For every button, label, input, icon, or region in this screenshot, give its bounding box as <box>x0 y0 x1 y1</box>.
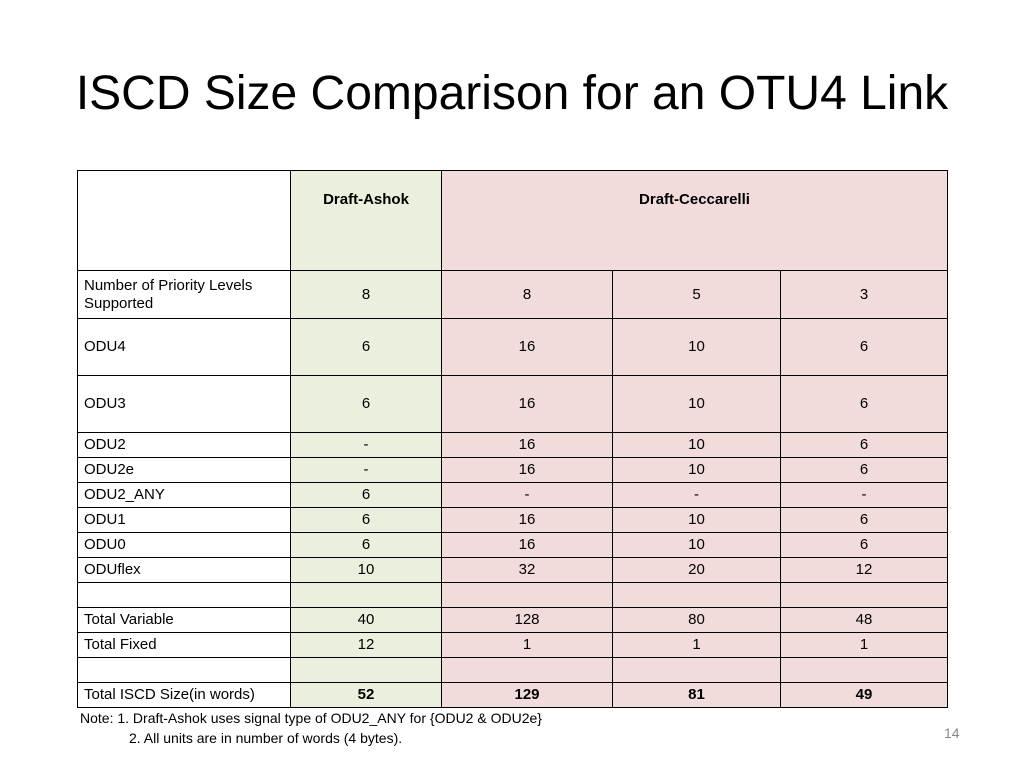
value-cell: - <box>612 482 781 508</box>
label-cell: Total Variable <box>77 607 291 633</box>
value-cell: 6 <box>290 532 442 558</box>
value-cell: - <box>780 482 948 508</box>
label-cell <box>77 657 291 683</box>
header-cell <box>77 170 291 271</box>
value-cell: 8 <box>290 270 442 319</box>
label-cell: ODU2e <box>77 457 291 483</box>
value-cell: 6 <box>780 532 948 558</box>
value-cell: 6 <box>780 457 948 483</box>
value-cell: 32 <box>441 557 613 583</box>
value-cell: 6 <box>290 375 442 433</box>
label-cell: Number of Priority Levels Supported <box>77 270 291 319</box>
label-cell: ODU1 <box>77 507 291 533</box>
value-cell: 10 <box>612 507 781 533</box>
slide-title: ISCD Size Comparison for an OTU4 Link <box>75 67 949 120</box>
value-cell: 6 <box>780 375 948 433</box>
value-cell: 16 <box>441 318 613 376</box>
value-cell: 3 <box>780 270 948 319</box>
value-cell: 1 <box>441 632 613 658</box>
table-row: ODU0 6 16 10 6 <box>77 532 948 558</box>
value-cell: 1 <box>780 632 948 658</box>
label-cell: ODU3 <box>77 375 291 433</box>
label-cell: ODU2 <box>77 432 291 458</box>
value-cell: 10 <box>612 375 781 433</box>
value-cell: 16 <box>441 532 613 558</box>
value-cell <box>780 582 948 608</box>
value-cell: 80 <box>612 607 781 633</box>
value-cell: 16 <box>441 375 613 433</box>
value-cell: 128 <box>441 607 613 633</box>
value-cell: 6 <box>290 482 442 508</box>
value-cell: - <box>290 457 442 483</box>
value-cell: 12 <box>290 632 442 658</box>
header-row: Draft-Ashok Draft-Ceccarelli <box>77 170 948 271</box>
value-cell: 81 <box>612 682 781 708</box>
label-cell <box>77 582 291 608</box>
value-cell <box>612 657 781 683</box>
value-cell: 16 <box>441 507 613 533</box>
label-cell: ODU2_ANY <box>77 482 291 508</box>
label-cell: ODU0 <box>77 532 291 558</box>
table-row: ODU2-16 10 6 <box>77 432 948 458</box>
value-cell: 6 <box>780 432 948 458</box>
header-cell: Draft-Ceccarelli <box>441 170 948 271</box>
value-cell <box>780 657 948 683</box>
value-cell: 6 <box>780 507 948 533</box>
table-row: ODU4 6 16 10 6 <box>77 318 948 376</box>
label-cell: Total Fixed <box>77 632 291 658</box>
value-cell <box>441 582 613 608</box>
table-row <box>77 657 948 683</box>
value-cell <box>290 657 442 683</box>
value-cell: 12 <box>780 557 948 583</box>
value-cell: 8 <box>441 270 613 319</box>
table-row: Total Fixed 12 1 1 1 <box>77 632 948 658</box>
value-cell: - <box>290 432 442 458</box>
value-cell: 10 <box>612 532 781 558</box>
label-cell: Total ISCD Size(in words) <box>77 682 291 708</box>
table-row: Total Variable 40 128 80 48 <box>77 607 948 633</box>
label-cell: ODUflex <box>77 557 291 583</box>
value-cell: 48 <box>780 607 948 633</box>
value-cell: 16 <box>441 457 613 483</box>
value-cell: 52 <box>290 682 442 708</box>
value-cell: 5 <box>612 270 781 319</box>
table-row: ODU2e -16 10 6 <box>77 457 948 483</box>
note: 2. All units are in number of words (4 b… <box>129 730 403 746</box>
value-cell: 129 <box>441 682 613 708</box>
value-cell <box>441 657 613 683</box>
value-cell: 10 <box>612 432 781 458</box>
value-cell: 49 <box>780 682 948 708</box>
label-cell: ODU4 <box>77 318 291 376</box>
table-row: ODU2_ANY 6- - - <box>77 482 948 508</box>
value-cell <box>290 582 442 608</box>
page-number: 14 <box>944 725 960 741</box>
value-cell: 40 <box>290 607 442 633</box>
value-cell: 6 <box>290 507 442 533</box>
table-row: ODU3 6 16 10 6 <box>77 375 948 433</box>
header-cell: Draft-Ashok <box>290 170 442 271</box>
table-row <box>77 582 948 608</box>
value-cell: 1 <box>612 632 781 658</box>
value-cell: 16 <box>441 432 613 458</box>
value-cell: 10 <box>612 457 781 483</box>
table-row: Number of Priority Levels Supported 8 8 5 3 <box>77 270 948 319</box>
table-row: Total ISCD Size(in words) 52 129 81 49 <box>77 682 948 708</box>
value-cell: - <box>441 482 613 508</box>
value-cell <box>612 582 781 608</box>
table-row: ODU1 6 16 10 6 <box>77 507 948 533</box>
comparison-table: Draft-Ashok Draft-Ceccarelli Number of P… <box>77 170 948 708</box>
value-cell: 20 <box>612 557 781 583</box>
value-cell: 10 <box>612 318 781 376</box>
table-row: ODUflex 10 32 20 12 <box>77 557 948 583</box>
value-cell: 6 <box>780 318 948 376</box>
value-cell: 6 <box>290 318 442 376</box>
notes: Note: 1. Draft-Ashok uses signal type of… <box>80 708 542 748</box>
value-cell: 10 <box>290 557 442 583</box>
note: Note: 1. Draft-Ashok uses signal type of… <box>80 710 542 726</box>
